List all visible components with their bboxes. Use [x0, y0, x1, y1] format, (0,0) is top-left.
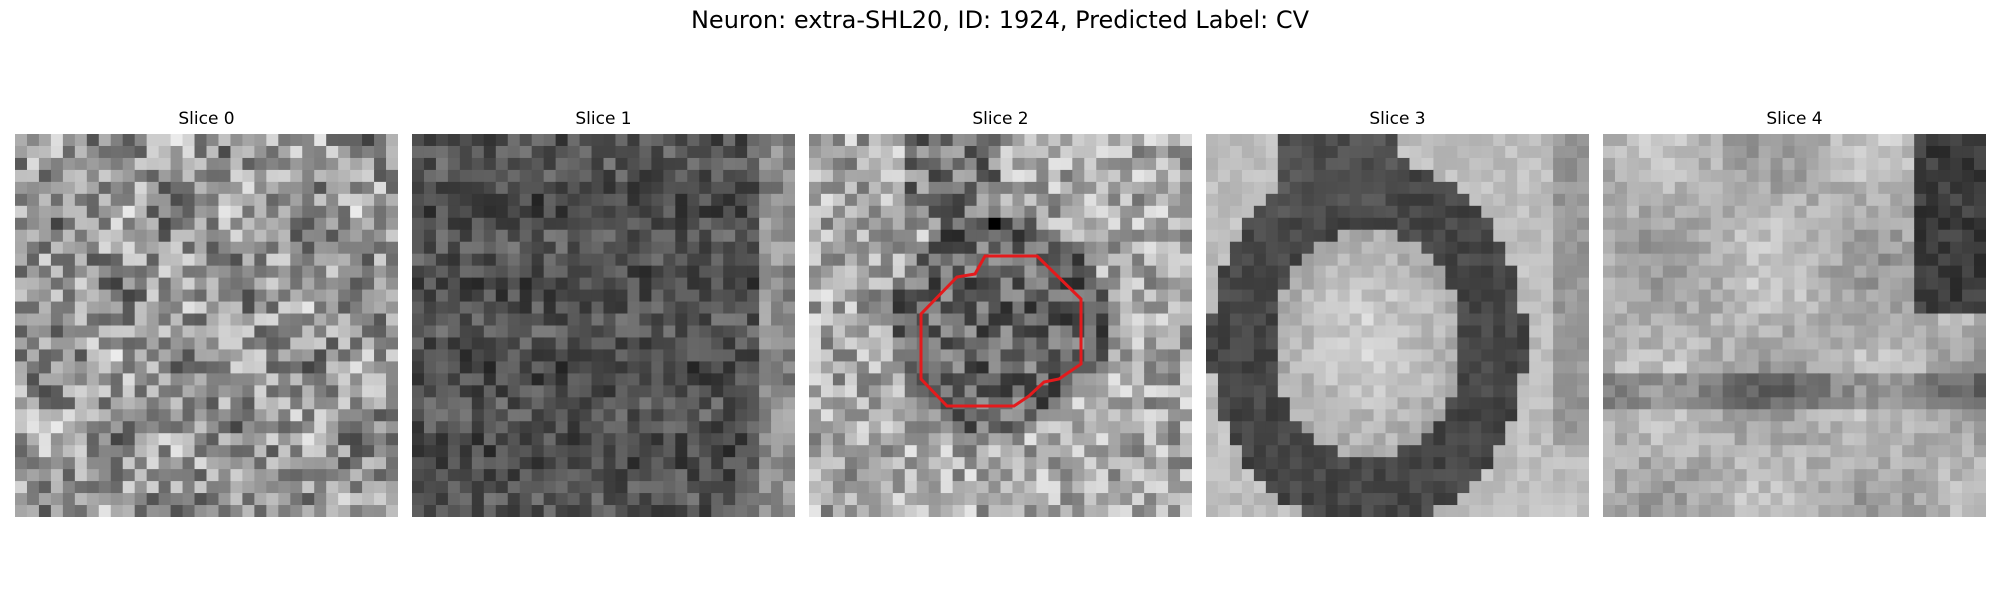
slice-panel-1: Slice 1 [412, 108, 795, 517]
slice-image [1206, 134, 1589, 517]
slice-title: Slice 3 [1369, 109, 1426, 129]
slice-panel-2: Slice 2 [809, 108, 1192, 517]
slice-image [809, 134, 1192, 517]
slice-title: Slice 0 [178, 109, 235, 129]
slice-title: Slice 2 [972, 109, 1029, 129]
segmentation-outline [919, 254, 1083, 408]
slice-panel-4: Slice 4 [1603, 108, 1986, 517]
slice-title: Slice 4 [1766, 109, 1823, 129]
slice-panel-0: Slice 0 [15, 108, 398, 517]
figure-title: Neuron: extra-SHL20, ID: 1924, Predicted… [690, 6, 1310, 34]
slice-title: Slice 1 [575, 109, 632, 129]
slice-image [412, 134, 795, 517]
slice-image [1603, 134, 1986, 517]
slice-image [15, 134, 398, 517]
slice-panel-3: Slice 3 [1206, 108, 1589, 517]
